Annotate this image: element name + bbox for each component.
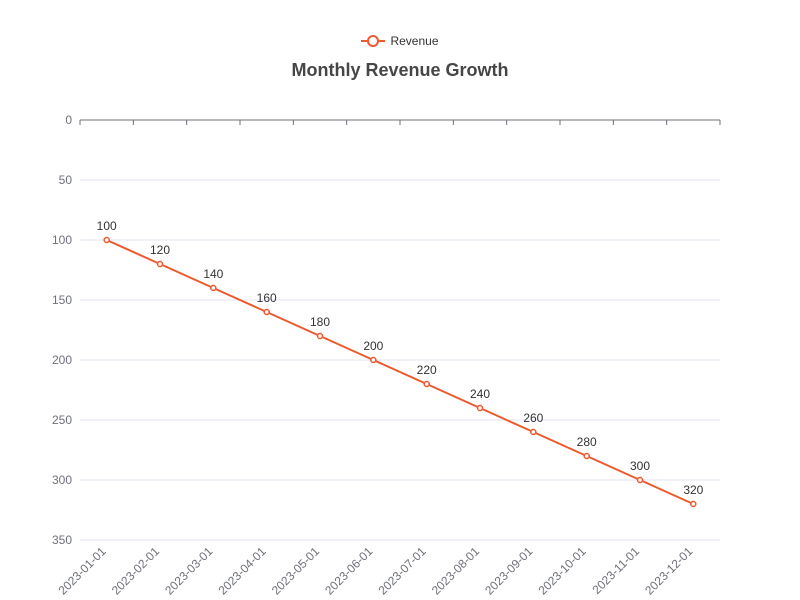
data-label: 200 [363, 339, 383, 353]
grid-lines [80, 179, 720, 541]
x-tick-label: 2023-06-01 [322, 544, 376, 598]
data-point [316, 332, 324, 340]
data-label: 120 [150, 243, 170, 257]
chart-title: Monthly Revenue Growth [291, 60, 509, 80]
x-tick-label: 2023-02-01 [109, 544, 163, 598]
legend-swatch-icon [361, 35, 386, 47]
data-point [583, 452, 590, 460]
data-point [423, 380, 430, 388]
data-label: 240 [470, 387, 490, 401]
legend-label: Revenue [390, 34, 439, 48]
data-label: 260 [523, 411, 543, 425]
x-tick-label: 2023-09-01 [482, 544, 536, 598]
data-point [530, 428, 537, 436]
x-axis-tick-labels: 2023-01-01 2023-02-01 2023-03-01 2023-04-01… [55, 544, 695, 598]
data-labels: 100 120 140 160 180 200 220 240 260 280 300 320 [97, 219, 704, 497]
chart-legend: Revenue [0, 31, 800, 51]
data-point [370, 356, 377, 364]
x-tick-label: 2023-08-01 [429, 544, 483, 598]
x-tick-label: 2023-01-01 [55, 544, 109, 598]
series-revenue [103, 236, 697, 508]
data-point [690, 500, 697, 508]
data-label: 280 [577, 435, 597, 449]
x-tick-label: 2023-11-01 [589, 544, 642, 597]
data-point [156, 260, 164, 268]
x-tick-label: 2023-12-01 [642, 544, 696, 598]
x-tick-label: 2023-03-01 [162, 544, 216, 598]
data-point [636, 476, 644, 484]
y-tick-label: 150 [52, 293, 72, 307]
data-point [210, 284, 217, 292]
y-tick-label: 50 [59, 173, 73, 187]
x-tick-label: 2023-07-01 [375, 544, 429, 598]
data-label: 220 [417, 363, 437, 377]
series-line [106, 239, 694, 505]
data-label: 140 [203, 267, 223, 281]
data-label: 300 [630, 459, 650, 473]
data-point [103, 236, 110, 244]
y-tick-label: 300 [52, 473, 72, 487]
x-tick-label: 2023-05-01 [269, 544, 323, 598]
data-label: 160 [257, 291, 277, 305]
x-tick-label: 2023-04-01 [215, 544, 269, 598]
x-axis [79, 119, 721, 125]
data-label: 100 [97, 219, 117, 233]
data-label: 320 [683, 483, 703, 497]
y-tick-label: 0 [65, 113, 72, 127]
y-tick-label: 100 [52, 233, 72, 247]
data-point [476, 404, 484, 412]
y-tick-label: 350 [52, 533, 72, 547]
data-point [263, 308, 270, 316]
y-tick-label: 250 [52, 413, 72, 427]
legend-item-revenue[interactable]: Revenue [361, 34, 439, 48]
data-label: 180 [310, 315, 330, 329]
y-axis: 0 50 100 150 200 250 300 350 [52, 113, 72, 547]
y-tick-label: 200 [52, 353, 72, 367]
x-tick-label: 2023-10-01 [535, 544, 589, 598]
